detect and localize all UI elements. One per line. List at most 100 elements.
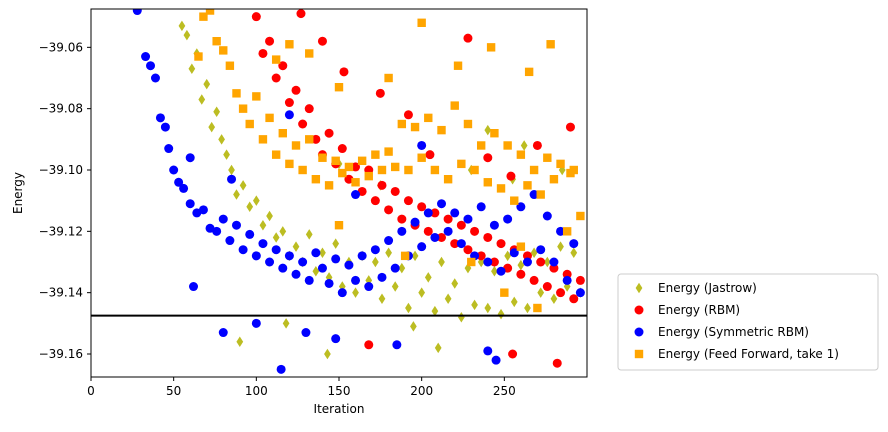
series-0-point — [378, 293, 386, 305]
series-0-point — [246, 201, 254, 213]
series-1-point — [337, 144, 347, 154]
series-0-point — [218, 134, 225, 145]
series-2-point — [417, 242, 427, 252]
series-1-point — [324, 128, 334, 138]
series-2-point — [364, 282, 374, 292]
x-tick-label: 250 — [493, 384, 516, 398]
series-1-point — [296, 9, 306, 19]
series-3-point — [391, 162, 400, 172]
series-0-point — [332, 238, 340, 249]
series-0-point — [438, 256, 445, 268]
series-1-point — [506, 171, 516, 181]
legend-entry: Energy (Feed Forward, take 1) — [658, 347, 839, 361]
series-3-point — [344, 162, 354, 172]
series-2-point — [351, 190, 361, 200]
series-0-point — [530, 247, 538, 259]
series-1-point — [483, 153, 493, 163]
series-1-point — [375, 88, 385, 98]
series-0-point — [312, 265, 320, 277]
series-3-point — [351, 178, 360, 187]
series-3-point — [566, 168, 575, 178]
x-tick-label: 200 — [410, 384, 433, 398]
series-2-point — [542, 211, 552, 221]
series-0-point — [517, 259, 525, 271]
y-tick-label: −39.16 — [39, 347, 83, 361]
series-2-point — [549, 257, 559, 267]
series-1-point — [542, 282, 552, 292]
series-0-point — [537, 287, 545, 298]
series-1-point — [304, 104, 314, 114]
series-3-point — [404, 165, 413, 175]
series-1-point — [423, 226, 433, 236]
series-1-point — [417, 202, 427, 212]
series-0-point — [484, 302, 492, 314]
series-0-point — [524, 302, 531, 314]
series-3-point — [516, 242, 526, 251]
series-0-point — [178, 20, 186, 32]
series-2-point — [496, 266, 506, 276]
series-1-point — [483, 232, 493, 242]
series-2-point — [491, 355, 501, 365]
x-axis-label: Iteration — [314, 402, 365, 416]
series-3-point — [324, 181, 334, 190]
series-1-point — [529, 275, 539, 285]
series-1-point — [364, 340, 374, 350]
series-3-point — [410, 122, 420, 132]
series-3-point — [486, 43, 496, 52]
series-0-point — [239, 180, 247, 191]
series-0-point — [252, 195, 260, 206]
series-2-point — [164, 144, 174, 154]
series-0-point — [418, 287, 426, 298]
series-1-point — [463, 245, 473, 255]
series-2-point — [536, 245, 546, 255]
series-3-point — [470, 165, 479, 175]
series-3-point — [467, 257, 476, 267]
series-1-point — [291, 85, 301, 95]
series-3-point — [463, 119, 473, 129]
series-2-point — [317, 263, 327, 273]
series-2-point — [397, 226, 407, 236]
series-3-point — [285, 159, 294, 169]
series-3-point — [252, 92, 261, 101]
series-3-point — [252, 0, 260, 8]
series-3-point — [265, 113, 274, 123]
series-3-point — [232, 89, 241, 98]
series-3-point — [483, 178, 492, 187]
series-3-point — [371, 150, 380, 159]
series-0-point — [203, 78, 211, 90]
series-3-point — [271, 55, 281, 64]
series-0-point — [451, 278, 459, 289]
series-3-point — [278, 129, 287, 138]
series-3-point — [311, 175, 321, 184]
series-3-point — [298, 165, 307, 175]
series-2-point — [337, 288, 347, 298]
series-3-point — [338, 168, 347, 178]
series-1-point — [575, 275, 585, 285]
series-2-point — [189, 282, 199, 292]
series-2-point — [324, 278, 334, 288]
series-1-point — [397, 214, 407, 224]
series-0-point — [385, 247, 392, 259]
series-3-point — [219, 46, 228, 55]
series-1-point — [536, 257, 546, 267]
y-tick-label: −39.08 — [39, 102, 83, 116]
series-3-point — [503, 141, 512, 150]
series-2-point — [278, 263, 288, 273]
axes-frame — [90, 8, 588, 378]
series-0-point — [444, 293, 452, 305]
series-2-point — [569, 239, 579, 249]
series-1-point — [463, 33, 473, 43]
series-3-point — [457, 159, 466, 169]
series-1-point — [556, 288, 566, 298]
series-2-point — [357, 251, 367, 261]
series-2-point — [198, 205, 208, 215]
series-2-point — [562, 275, 572, 285]
series-0-point — [266, 210, 273, 222]
legend-marker — [634, 349, 644, 359]
series-2-point — [437, 199, 447, 209]
series-2-point — [160, 122, 170, 132]
series-1-point — [430, 208, 440, 218]
series-0-point — [305, 229, 313, 240]
x-tick-label: 150 — [328, 384, 351, 398]
